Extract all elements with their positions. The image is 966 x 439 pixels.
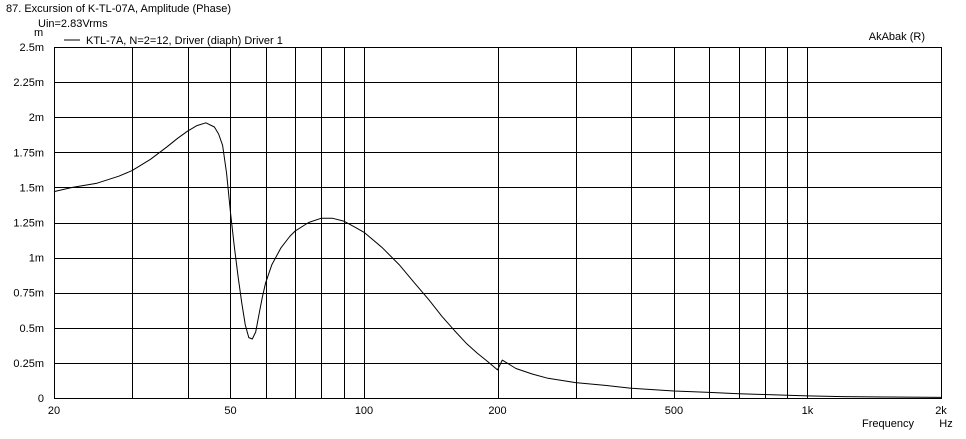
x-tick-label: 200 <box>488 405 506 417</box>
y-tick-label: 1.25m <box>13 218 44 230</box>
y-tick-label: 0 <box>38 393 44 405</box>
grid <box>54 47 942 399</box>
y-tick-label: 1m <box>29 253 44 265</box>
chart-title: 87. Excursion of K-TL-07A, Amplitude (Ph… <box>6 3 231 15</box>
y-unit-label: m <box>34 27 43 39</box>
y-tick-label: 1.75m <box>13 147 44 159</box>
plot-frame <box>54 47 942 399</box>
y-tick-label: 0.5m <box>20 323 44 335</box>
x-tick-label: 500 <box>665 405 683 417</box>
series <box>53 122 942 398</box>
x-tick-label: 20 <box>48 405 60 417</box>
y-tick-label: 1.5m <box>20 182 44 194</box>
y-tick-label: 2.25m <box>13 77 44 89</box>
x-tick-label: 1k <box>802 405 814 417</box>
x-tick-label: 50 <box>224 405 236 417</box>
x-unit-label: Hz <box>939 418 952 430</box>
y-tick-label: 2.5m <box>20 42 44 54</box>
brand-label: AkAbak (R) <box>869 31 925 43</box>
y-tick-label: 0.75m <box>13 288 44 300</box>
tick-labels: 0 0.25m 0.5m 0.75m 1m 1.25m 1.5m 1.75m 2m 2.25m 2.… <box>13 42 947 417</box>
y-tick-label: 0.25m <box>13 358 44 370</box>
x-tick-label: 2k <box>935 405 947 417</box>
x-axis-title: Frequency <box>862 418 914 430</box>
x-tick-label: 100 <box>355 405 373 417</box>
series-line <box>53 122 942 398</box>
y-tick-label: 2m <box>29 112 44 124</box>
legend-label: KTL-7A, N=2=12, Driver (diaph) Driver 1 <box>86 35 283 47</box>
chart-subtitle: Uin=2.83Vrms <box>38 18 108 30</box>
